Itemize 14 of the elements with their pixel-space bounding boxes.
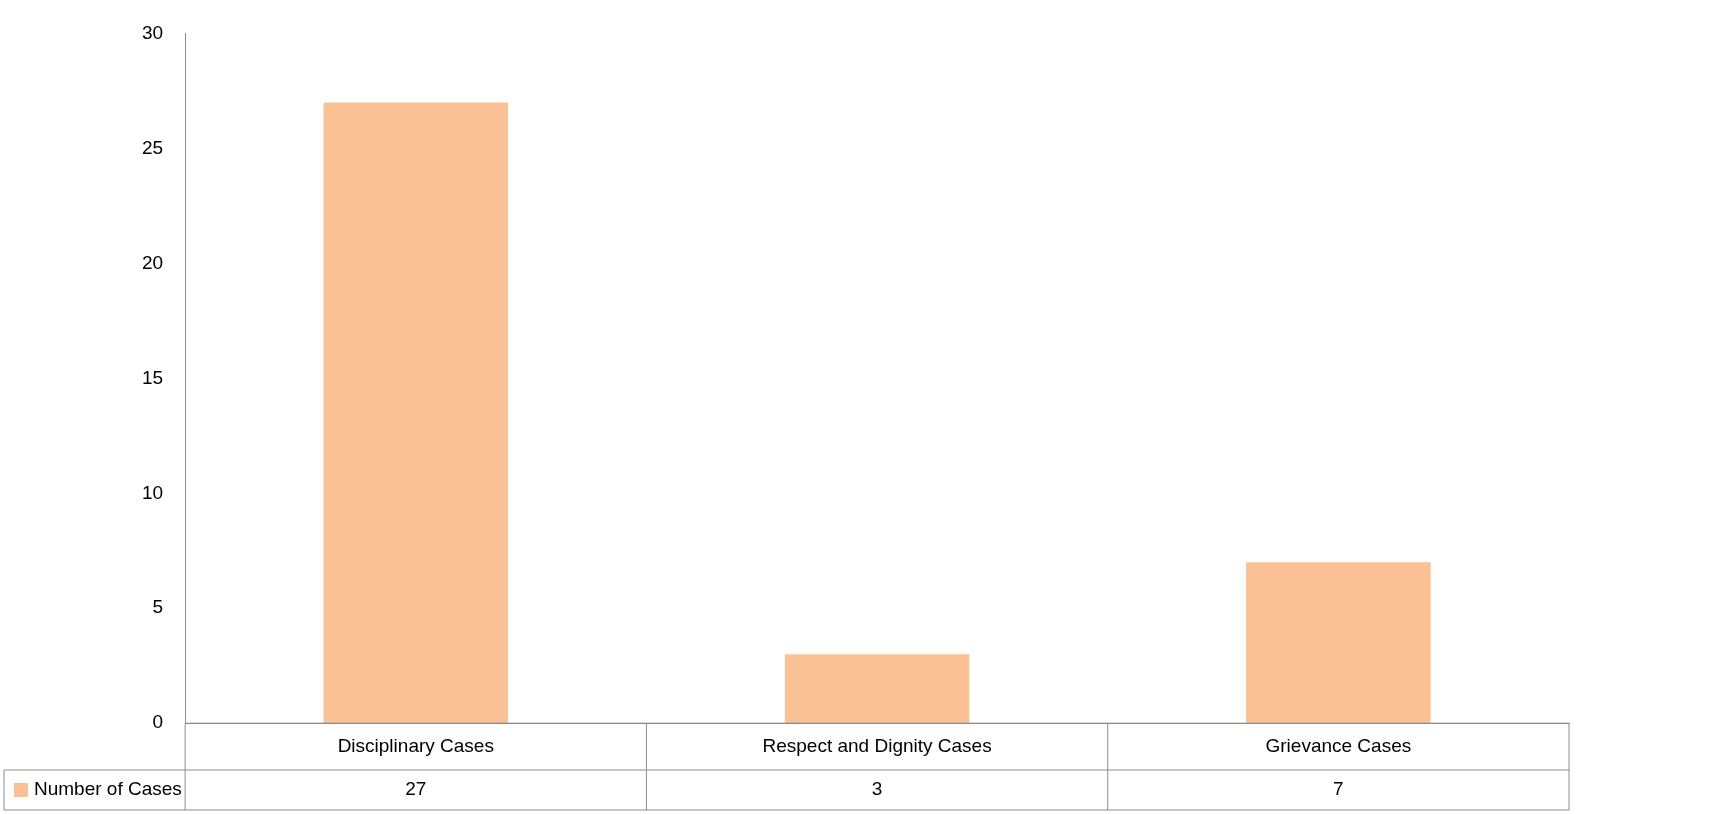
data-label: 27 [405, 778, 427, 800]
y-tick-label: 20 [141, 251, 164, 273]
x-tick-label: Grievance Cases [1265, 734, 1412, 756]
x-tick-label: Respect and Dignity Cases [762, 734, 992, 756]
y-tick-label: 15 [141, 366, 164, 388]
data-label: 3 [871, 778, 883, 800]
y-tick-label: 0 [152, 711, 164, 733]
y-tick-label: 5 [152, 596, 164, 618]
y-tick-label: 30 [141, 21, 164, 43]
data-label: 7 [1333, 778, 1344, 800]
y-tick-label: 10 [141, 481, 164, 503]
y-tick-label: 25 [141, 136, 164, 158]
legend-label: Number of Cases [34, 778, 182, 800]
x-tick-label: Disciplinary Cases [337, 734, 494, 756]
